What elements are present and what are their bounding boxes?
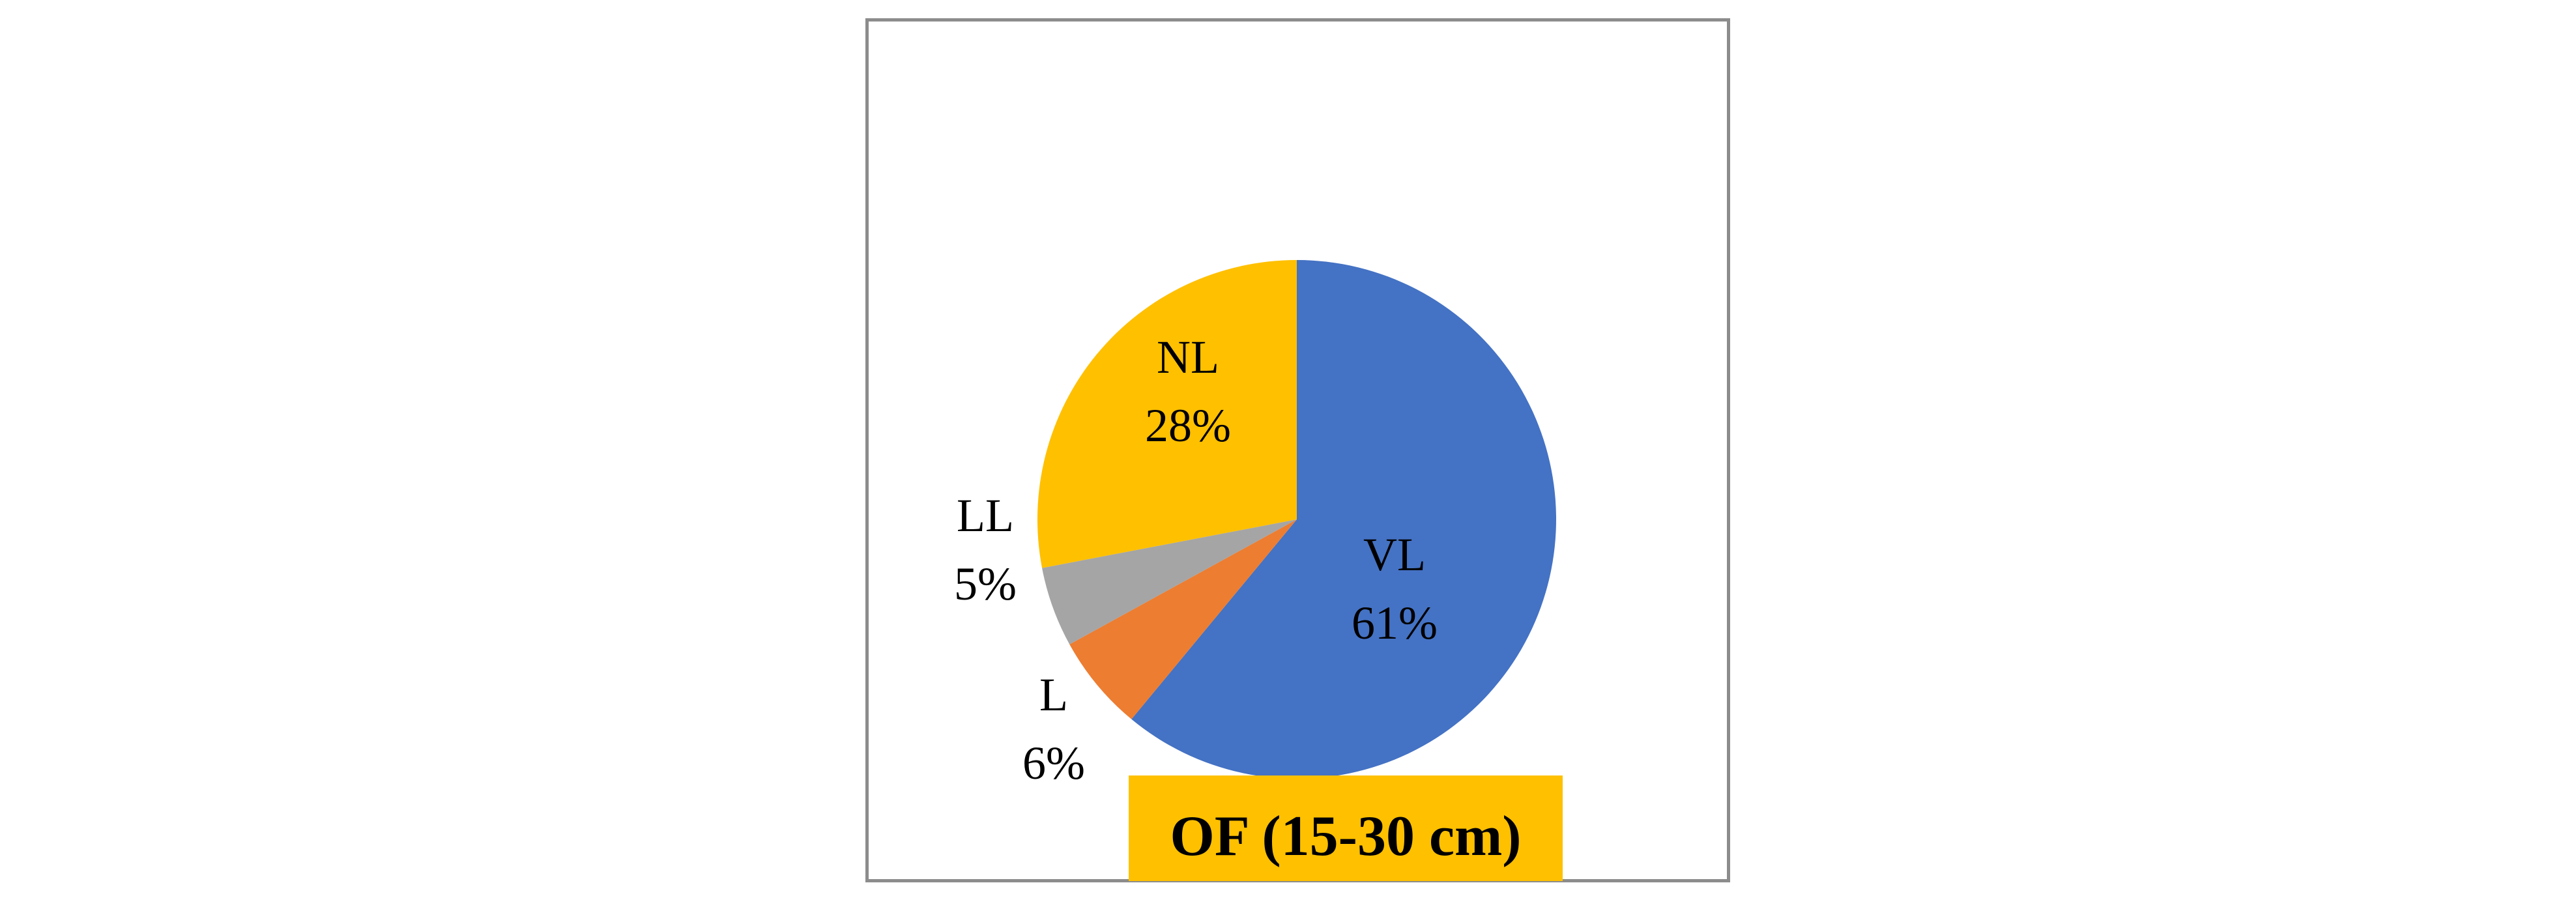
chart-title-background — [1129, 775, 1563, 881]
chart-title-group: OF (15-30 cm) — [1129, 775, 1563, 881]
slice-label-ll: LL — [957, 489, 1014, 542]
slice-percent-l: 6% — [1022, 737, 1085, 789]
pie-slice-l — [1069, 519, 1297, 719]
slice-percent-nl: 28% — [1145, 399, 1231, 452]
pie-slices — [1037, 260, 1556, 779]
pie-labels: VL 61% L 6% LL 5% NL 28% — [954, 331, 1438, 789]
pie-slice-ll — [1042, 519, 1297, 645]
pie-slice-nl — [1037, 260, 1297, 568]
slice-percent-vl: 61% — [1352, 597, 1438, 649]
slice-label-vl: VL — [1363, 529, 1426, 581]
slice-percent-ll: 5% — [954, 558, 1017, 610]
slice-label-l: L — [1039, 669, 1068, 721]
slice-label-nl: NL — [1157, 331, 1219, 383]
chart-title: OF (15-30 cm) — [1170, 805, 1521, 868]
pie-slice-vl — [1131, 260, 1556, 779]
